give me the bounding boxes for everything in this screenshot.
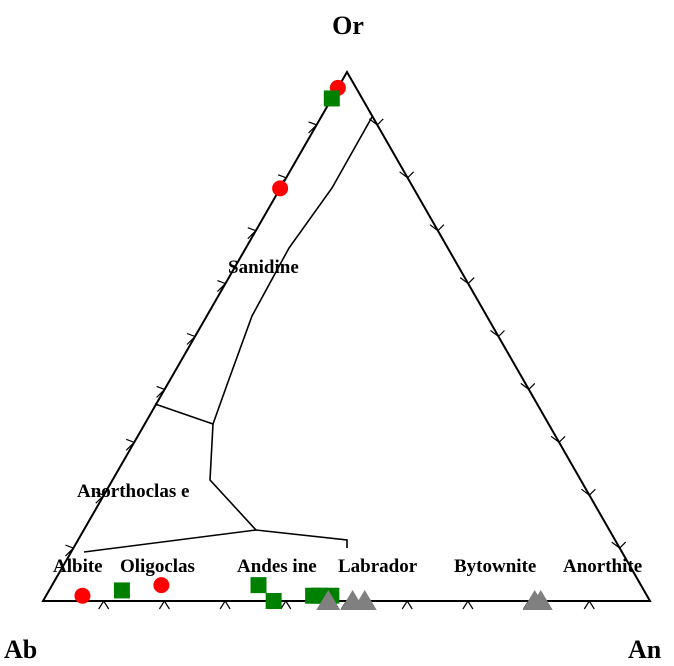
sanidine-boundary	[209, 116, 373, 531]
anorthoclase-lower-boundary	[83, 529, 348, 553]
corner-label-an: An	[628, 635, 662, 664]
data-point-triangle	[316, 590, 341, 610]
tick-mark-bottom	[219, 599, 231, 610]
data-point-square	[113, 582, 130, 599]
field-labels: Sanidine Anorthoclas e Albite Oligoclas …	[53, 257, 642, 577]
field-label-bytownite: Bytownite	[454, 556, 536, 577]
field-label-albite: Albite	[53, 556, 103, 577]
triangle-outline	[41, 69, 652, 602]
field-label-andesine: Andes ine	[237, 556, 317, 577]
tick-mark-bottom	[401, 599, 413, 610]
tick-mark-bottom	[462, 599, 474, 610]
data-points	[74, 79, 553, 610]
field-label-sanidine: Sanidine	[228, 257, 299, 278]
tick-mark-bottom	[583, 599, 595, 610]
field-label-anorthite: Anorthite	[563, 556, 642, 577]
data-point-circle	[74, 587, 91, 604]
data-point-square	[250, 577, 267, 594]
data-point-circle	[153, 577, 170, 594]
data-point-triangle	[352, 590, 377, 610]
data-point-square	[265, 593, 282, 609]
field-label-labradorite: Labrador	[338, 556, 418, 577]
data-point-triangle	[528, 590, 553, 610]
tick-marks	[64, 118, 627, 610]
corner-label-ab: Ab	[4, 635, 37, 664]
data-point-circle	[272, 180, 289, 197]
field-label-oligoclase: Oligoclas	[120, 556, 195, 577]
tick-mark-bottom	[158, 599, 170, 610]
tick-mark-bottom	[98, 599, 110, 610]
field-label-anorthoclase: Anorthoclas e	[77, 481, 189, 502]
data-point-square	[323, 90, 340, 107]
field-boundaries	[83, 116, 373, 553]
anorthoclase-boundary	[154, 403, 214, 425]
tick-mark-bottom	[280, 599, 292, 610]
corner-label-or: Or	[332, 11, 364, 40]
